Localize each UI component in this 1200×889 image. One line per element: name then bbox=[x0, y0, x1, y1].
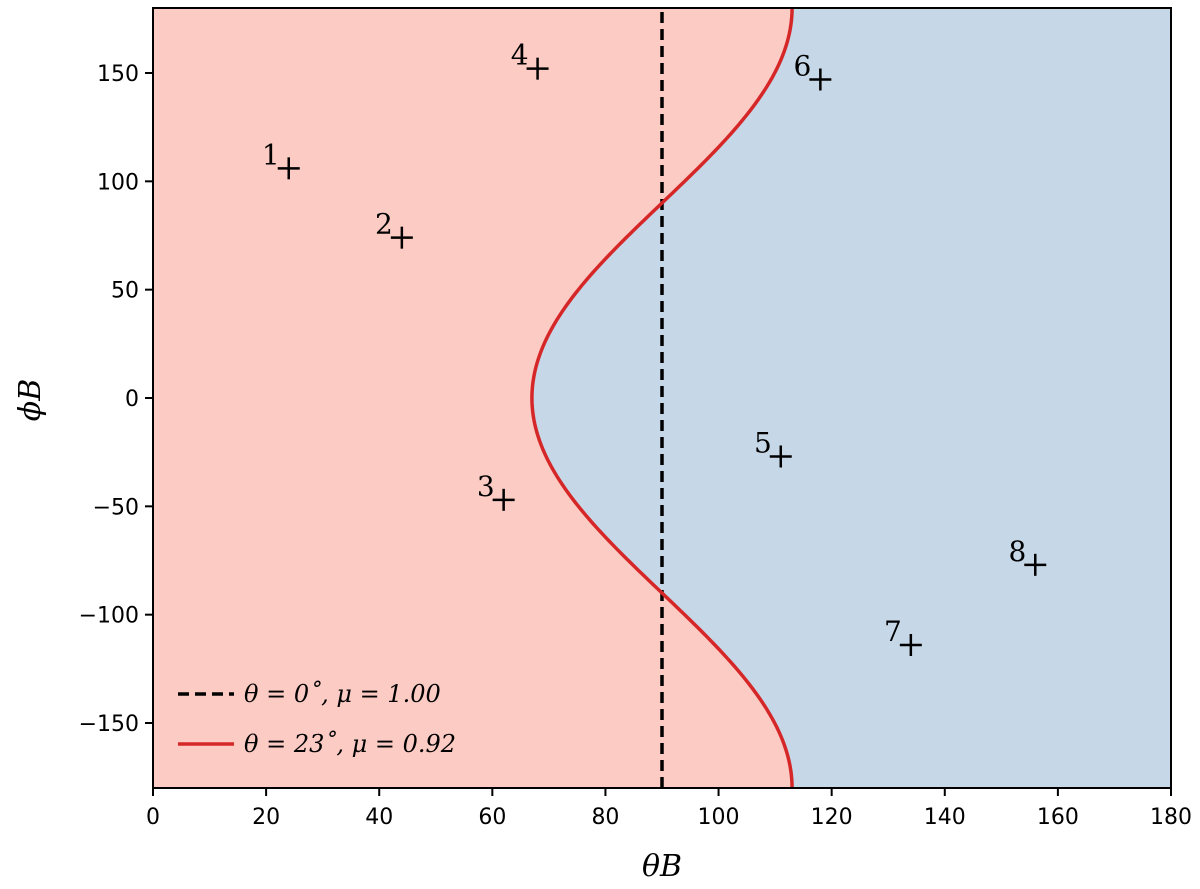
y-axis-label: ϕB bbox=[13, 379, 48, 422]
point-label-4: 4 bbox=[511, 39, 529, 72]
y-tick-label: 150 bbox=[97, 62, 139, 87]
point-1: 1 bbox=[262, 138, 300, 180]
x-tick-label: 120 bbox=[811, 805, 853, 830]
point-label-7: 7 bbox=[884, 615, 902, 648]
x-tick-label: 140 bbox=[924, 805, 966, 830]
x-tick-label: 100 bbox=[698, 805, 740, 830]
x-tick-label: 60 bbox=[478, 805, 506, 830]
red-curve-theta-23 bbox=[530, 7, 794, 789]
point-label-1: 1 bbox=[262, 138, 280, 171]
y-tick-label: −150 bbox=[79, 712, 139, 737]
point-5: 5 bbox=[754, 427, 792, 468]
point-label-8: 8 bbox=[1008, 535, 1026, 568]
y-tick-label: −100 bbox=[79, 604, 139, 629]
legend: θ = 0˚, μ = 1.00 θ = 23˚, μ = 0.92 bbox=[178, 680, 456, 758]
point-4: 4 bbox=[511, 39, 549, 80]
axis-ticks: 0 20 40 60 80 100 120 140 160 180 −150 −100 −50 0 50 10… bbox=[79, 62, 1192, 830]
plot-frame bbox=[152, 7, 1172, 789]
y-tick-label: 100 bbox=[97, 170, 139, 195]
legend-label-theta-0: θ = 0˚, μ = 1.00 bbox=[244, 680, 441, 708]
x-tick-label: 20 bbox=[252, 805, 280, 830]
y-tick-label: 0 bbox=[125, 387, 139, 412]
point-label-5: 5 bbox=[754, 427, 772, 460]
y-tick-label: −50 bbox=[93, 495, 139, 520]
point-6: 6 bbox=[794, 50, 832, 91]
x-tick-label: 40 bbox=[365, 805, 393, 830]
point-label-6: 6 bbox=[794, 50, 812, 83]
data-points: 1 2 3 4 5 6 7 8 bbox=[262, 39, 1047, 656]
legend-label-theta-23: θ = 23˚, μ = 0.92 bbox=[244, 730, 456, 758]
point-8: 8 bbox=[1008, 535, 1047, 576]
x-tick-label: 0 bbox=[146, 805, 160, 830]
left-region bbox=[153, 8, 793, 788]
x-tick-label: 80 bbox=[591, 805, 619, 830]
point-7: 7 bbox=[884, 615, 922, 656]
x-tick-label: 160 bbox=[1037, 805, 1079, 830]
point-2: 2 bbox=[375, 208, 413, 249]
x-tick-label: 180 bbox=[1150, 805, 1192, 830]
point-3: 3 bbox=[477, 470, 515, 511]
x-axis-label: θB bbox=[642, 849, 682, 884]
y-tick-label: 50 bbox=[111, 279, 139, 304]
point-label-3: 3 bbox=[477, 470, 495, 503]
point-label-2: 2 bbox=[375, 208, 393, 241]
